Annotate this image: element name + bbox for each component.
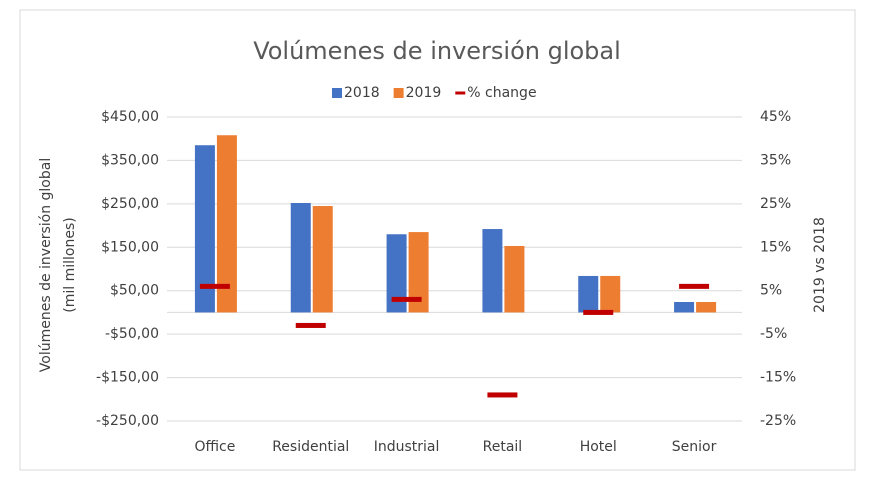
change-marker [295,322,326,328]
bar [600,275,621,313]
bar [674,302,695,313]
legend-label: 2019 [406,85,442,101]
x-tick-label: Office [194,439,235,455]
bar [482,229,503,313]
bar [578,275,599,313]
y-axis-title: Volúmenes de inversión global [38,158,54,372]
y2-tick-label: -5% [760,326,787,342]
x-tick-label: Residential [272,439,349,455]
y2-tick-label: 5% [760,283,782,299]
change-marker [679,283,710,289]
bar [290,202,311,313]
y2-tick-label: -25% [760,413,796,429]
y-tick-label: -$150,00 [96,370,159,386]
y-tick-label: $250,00 [101,196,159,212]
y2-tick-label: 35% [760,152,791,168]
bar [408,232,429,313]
bar [216,135,237,313]
x-tick-label: Hotel [580,439,617,455]
x-tick-label: Retail [483,439,523,455]
change-marker [199,283,230,289]
change-marker [391,296,422,302]
y-tick-label: -$50,00 [105,326,159,342]
legend-swatch [332,88,342,98]
change-marker [583,309,614,315]
bar [386,234,407,313]
bar [312,206,333,313]
chart-title: Volúmenes de inversión global [253,37,621,65]
bar [696,302,717,313]
y2-axis-title: 2019 vs 2018 [812,217,828,313]
y2-tick-label: 25% [760,196,791,212]
change-marker [487,392,518,398]
y-tick-label: $450,00 [101,109,159,125]
y-tick-label: $150,00 [101,239,159,255]
legend-swatch [393,88,404,98]
y2-tick-label: 15% [760,239,791,255]
legend-label: 2018 [344,85,380,101]
bar [194,145,215,313]
x-tick-label: Industrial [374,439,440,455]
y-axis-title: (mil millones) [62,217,78,312]
chart-frame [19,9,856,471]
y-tick-label: $350,00 [101,152,159,168]
legend-swatch [455,91,466,95]
legend-label: % change [467,85,536,101]
y-tick-label: -$250,00 [96,413,159,429]
y-tick-label: $50,00 [110,283,159,299]
y2-tick-label: -15% [760,370,796,386]
bar [504,245,525,313]
y2-tick-label: 45% [760,109,791,125]
x-tick-label: Senior [672,439,717,455]
